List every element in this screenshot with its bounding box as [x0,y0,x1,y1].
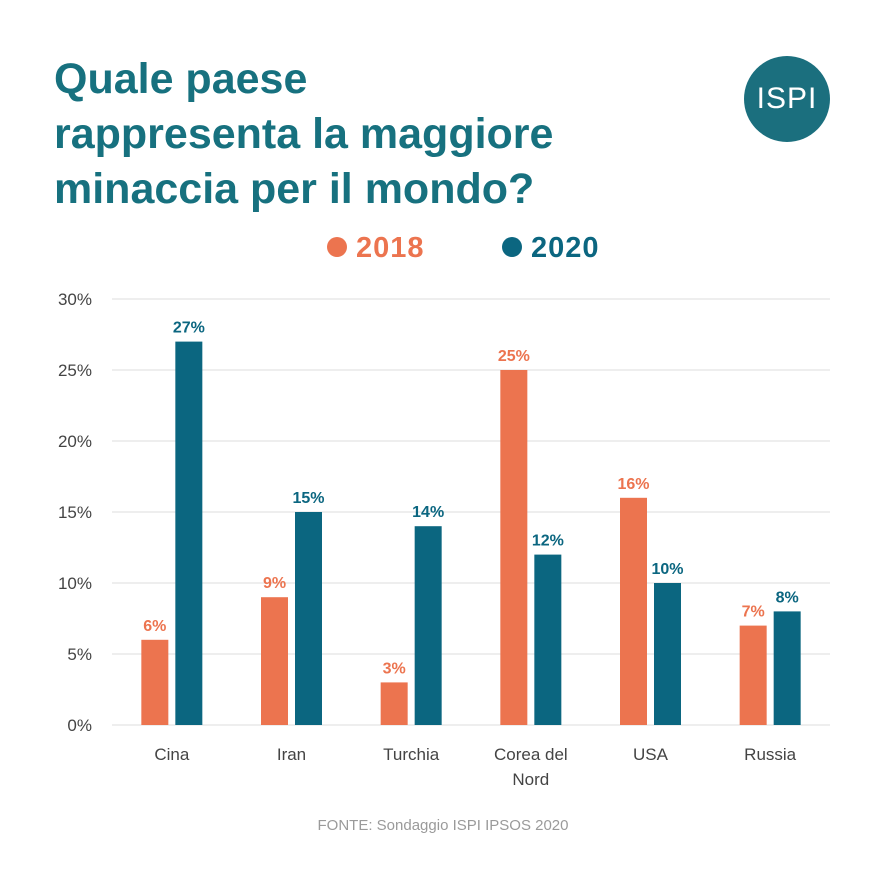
bar-2018 [380,682,408,725]
data-label-2020: 15% [292,490,324,507]
x-tick-label: Corea del [494,745,568,764]
bar-2020 [773,611,801,725]
legend-marker-2018 [327,237,347,257]
legend-marker-2020 [502,237,522,257]
data-label-2020: 27% [173,320,205,337]
data-label-2020: 10% [651,561,683,578]
bar-2020 [175,341,203,725]
bar-2018 [141,639,169,725]
legend-label-2018: 2018 [356,232,425,264]
bar-2018 [739,625,767,725]
data-label-2018: 25% [498,348,530,365]
x-tick-label: Russia [744,745,797,764]
data-label-2020: 8% [776,589,799,606]
x-tick-label: USA [633,745,669,764]
bar-2018 [500,370,528,725]
source-note: FONTE: Sondaggio ISPI IPSOS 2020 [317,817,569,834]
title-line-1: Quale paese [54,55,308,103]
x-tick-label: Iran [277,745,306,764]
bar-2020 [414,526,442,725]
y-tick-label: 20% [58,432,92,451]
y-tick-label: 25% [58,361,92,380]
bar-2020 [295,512,322,725]
bar-2020 [534,554,562,725]
bar-2020 [654,583,681,725]
y-tick-label: 15% [58,503,92,522]
y-tick-label: 10% [58,574,92,593]
data-label-2020: 12% [532,533,564,550]
chart-title: Quale paese rappresenta la maggiore mina… [54,52,694,217]
data-label-2018: 16% [617,476,649,493]
bar-2018 [620,497,647,725]
bar-2018 [261,597,288,725]
x-tick-label: Cina [154,745,190,764]
x-tick-label: Nord [512,770,549,789]
y-tick-label: 30% [58,290,92,309]
title-line-3: minaccia per il mondo? [54,165,535,213]
data-label-2018: 7% [742,604,765,621]
x-tick-label: Turchia [383,745,440,764]
data-label-2020: 14% [412,504,444,521]
y-tick-label: 0% [67,716,92,735]
title-line-2: rappresenta la maggiore [54,110,554,158]
y-tick-label: 5% [67,645,92,664]
legend-label-2020: 2020 [531,232,600,264]
data-label-2018: 6% [143,618,166,635]
data-label-2018: 9% [263,575,286,592]
data-label-2018: 3% [383,660,406,677]
ispi-logo: ISPI [744,56,830,142]
